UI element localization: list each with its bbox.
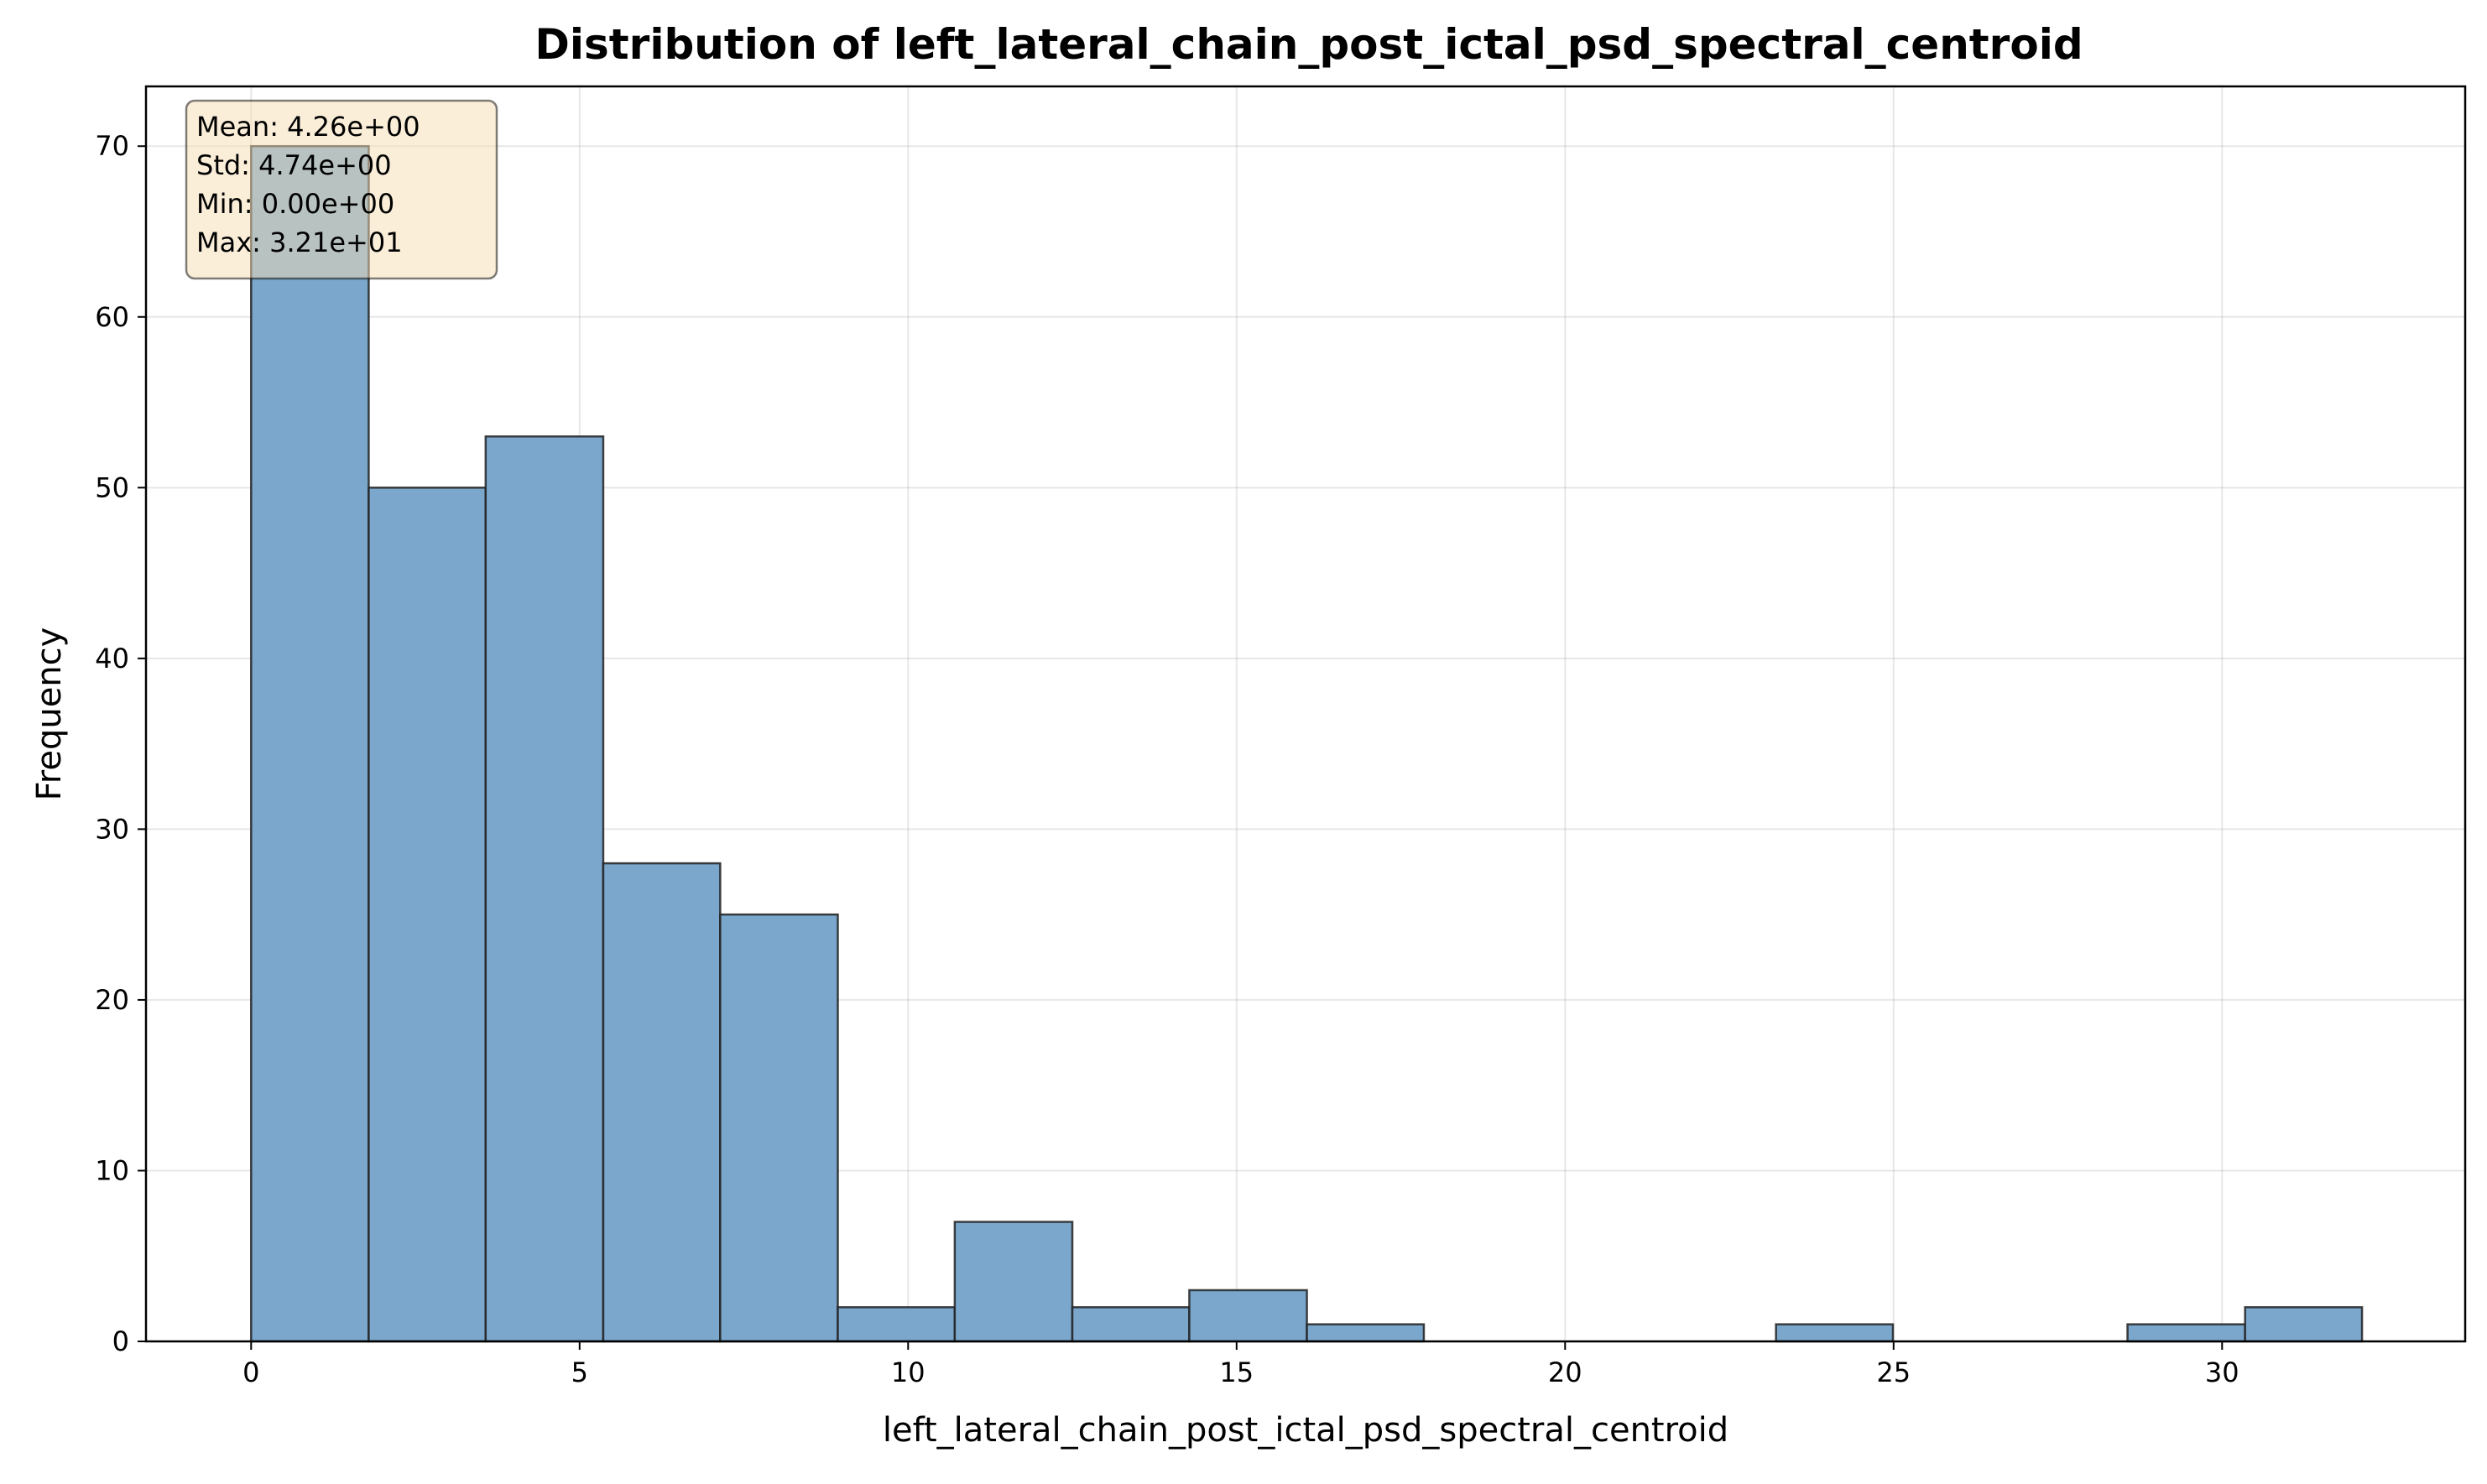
y-axis-label: Frequency xyxy=(30,627,69,801)
y-tick-label: 50 xyxy=(95,471,129,503)
histogram-bar-2 xyxy=(484,435,605,1343)
y-tick-label: 30 xyxy=(95,813,129,845)
y-tick-label: 10 xyxy=(95,1154,129,1186)
histogram-bar-16 xyxy=(2126,1323,2246,1343)
y-tick-label: 0 xyxy=(112,1325,129,1357)
stats-std: Std: 4.74e+00 xyxy=(196,149,392,181)
x-tick-label: 20 xyxy=(1548,1356,1582,1388)
histogram-bar-17 xyxy=(2244,1306,2364,1343)
histogram-bar-0 xyxy=(250,144,370,1343)
histogram-bar-6 xyxy=(953,1221,1074,1343)
histogram-bar-13 xyxy=(1775,1323,1895,1343)
histogram-bar-4 xyxy=(719,913,839,1343)
histogram-bar-1 xyxy=(368,487,487,1343)
histogram-bars xyxy=(250,144,2364,1343)
histogram-bar-3 xyxy=(602,862,722,1343)
x-tick-label: 0 xyxy=(242,1356,259,1388)
y-tick-label: 70 xyxy=(95,130,129,162)
histogram-bar-9 xyxy=(1306,1323,1426,1343)
histogram-bar-7 xyxy=(1071,1306,1191,1343)
x-tick-label: 10 xyxy=(891,1356,925,1388)
stats-box-background xyxy=(185,99,498,280)
x-tick-label: 15 xyxy=(1219,1356,1254,1388)
y-tick-label: 40 xyxy=(95,643,129,674)
plot-area-frame xyxy=(144,85,2467,1343)
stats-max: Max: 3.21e+01 xyxy=(196,227,403,258)
y-tick-label: 60 xyxy=(95,301,129,333)
x-tick-label: 5 xyxy=(571,1356,588,1388)
stats-min: Min: 0.00e+00 xyxy=(196,188,394,220)
x-tick-label: 30 xyxy=(2205,1356,2239,1388)
y-tick-label: 20 xyxy=(95,984,129,1016)
y-axis-ticks: 0 10 20 30 40 50 60 70 xyxy=(95,130,146,1357)
histogram-bar-8 xyxy=(1188,1289,1308,1343)
stats-mean: Mean: 4.26e+00 xyxy=(196,111,420,143)
x-axis-ticks: 0 5 10 15 20 25 30 xyxy=(242,1341,2239,1388)
x-tick-label: 25 xyxy=(1876,1356,1911,1388)
x-axis-label: left_lateral_chain_post_ictal_psd_spectr… xyxy=(883,1411,1728,1450)
chart-title: Distribution of left_lateral_chain_post_… xyxy=(534,20,2083,69)
histogram-bar-5 xyxy=(837,1306,957,1343)
stats-box: Mean: 4.26e+00 Std: 4.74e+00 Min: 0.00e+… xyxy=(185,99,498,280)
